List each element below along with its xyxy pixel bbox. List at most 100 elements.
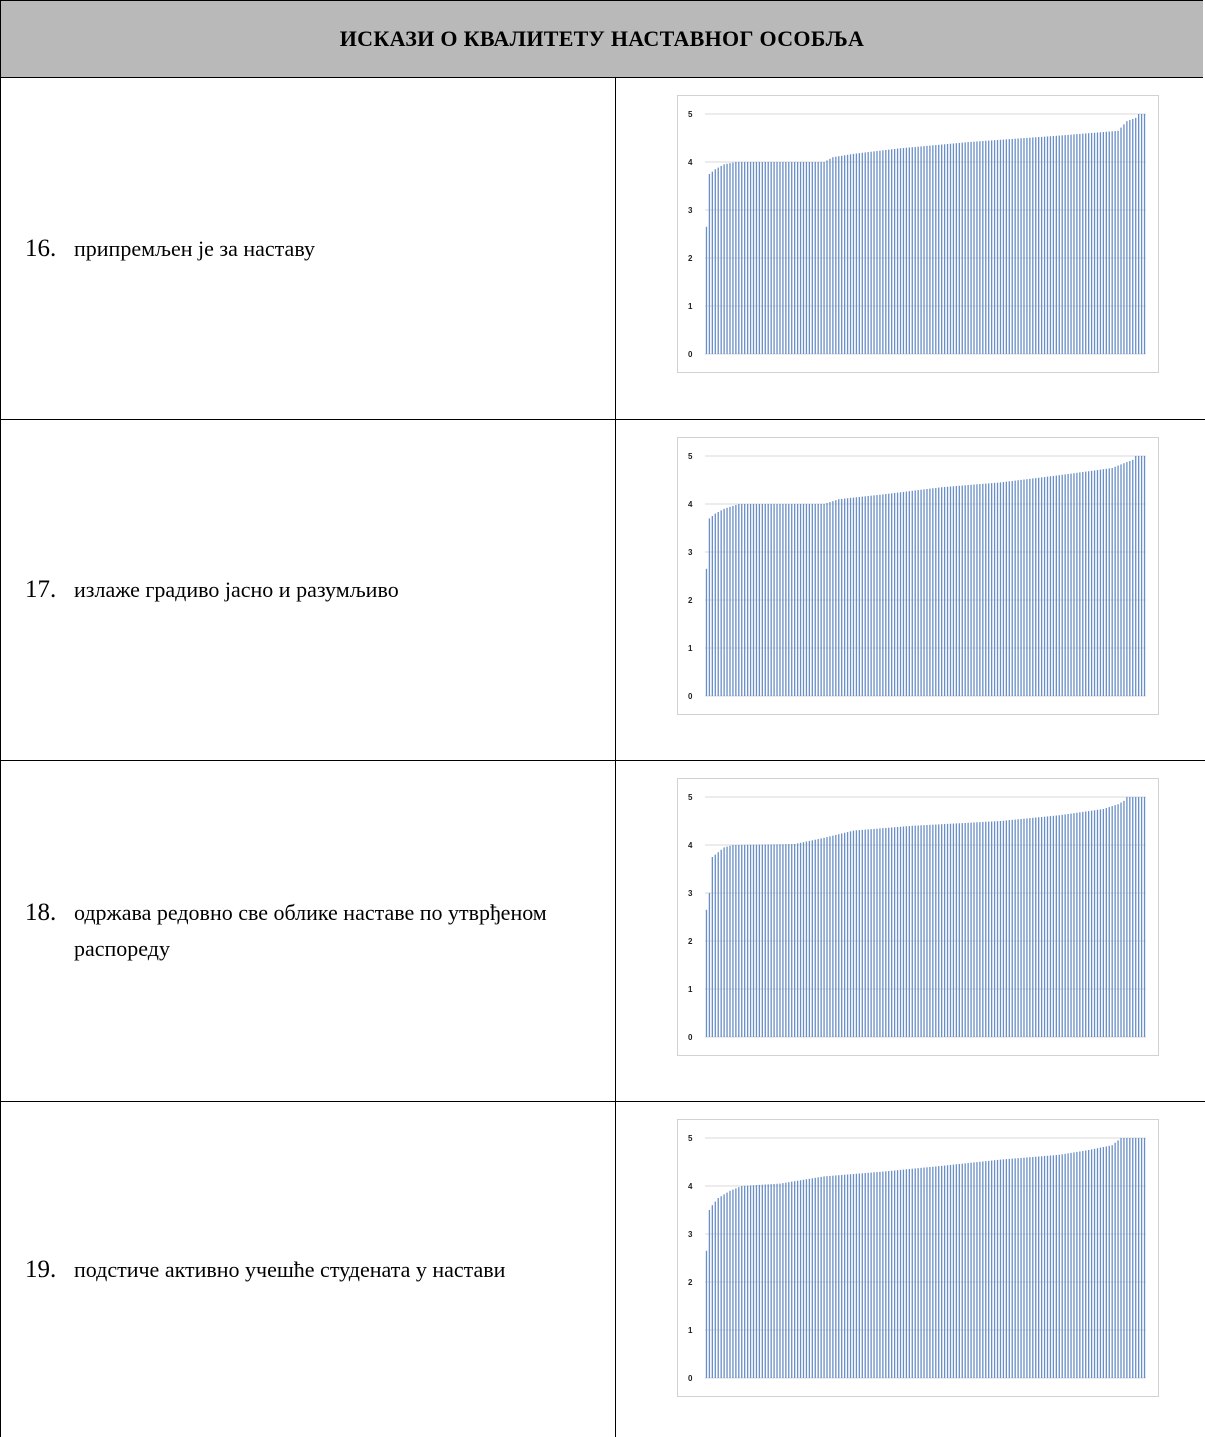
bar (726, 846, 728, 1037)
y-tick-label: 1 (688, 985, 693, 994)
bar (1085, 811, 1087, 1037)
bar (749, 844, 752, 1037)
bar (893, 148, 896, 354)
bar (705, 1250, 708, 1378)
bar (967, 822, 969, 1037)
bar (967, 142, 969, 354)
bar (791, 504, 793, 696)
bar (1023, 818, 1025, 1037)
bar (723, 508, 725, 696)
bar (755, 1185, 758, 1378)
bar (1052, 815, 1055, 1037)
bar (1055, 815, 1057, 1037)
bar (885, 494, 887, 696)
chart-svg: 0 1 2 3 4 5 (688, 1134, 1146, 1383)
bar (926, 489, 928, 696)
bar (1143, 1138, 1146, 1378)
bar (829, 836, 831, 1037)
bar (946, 1165, 949, 1378)
bar (1052, 475, 1055, 696)
bar (885, 149, 887, 354)
bar (832, 1175, 834, 1378)
bar (970, 141, 972, 354)
bar (1011, 819, 1013, 1037)
bar (791, 844, 793, 1037)
bar (855, 1173, 858, 1378)
bar (717, 167, 719, 354)
bar (732, 505, 734, 696)
bar (988, 483, 990, 696)
bar (1067, 813, 1069, 1037)
bar (1008, 820, 1010, 1037)
bar (1058, 1154, 1060, 1378)
bar (1061, 814, 1063, 1037)
bar (752, 844, 755, 1037)
bar (891, 493, 893, 696)
bar (943, 824, 946, 1037)
bar (1108, 468, 1110, 696)
y-tick-label: 2 (688, 254, 693, 263)
bar (917, 825, 919, 1037)
bar (861, 1173, 863, 1378)
bar (788, 844, 790, 1037)
bar (1055, 1155, 1057, 1378)
bar (1129, 460, 1131, 696)
bar (729, 506, 731, 696)
bar (914, 146, 916, 354)
bar (744, 162, 746, 354)
bar (708, 174, 711, 354)
bar (841, 833, 843, 1037)
bar (882, 828, 884, 1037)
bar (1046, 476, 1049, 696)
bar (949, 486, 952, 696)
bar (870, 1172, 872, 1378)
bar (920, 825, 922, 1037)
bar (814, 839, 816, 1037)
bar (1026, 137, 1028, 354)
bar (794, 504, 796, 696)
bar (823, 1176, 825, 1378)
bar (885, 1171, 887, 1378)
bar (714, 1201, 716, 1378)
bar (843, 498, 846, 696)
bar (1008, 481, 1010, 696)
bar (1046, 816, 1049, 1037)
bar (943, 486, 946, 696)
bar (1076, 812, 1078, 1037)
bar (1014, 138, 1016, 354)
bar (752, 504, 755, 696)
bar (799, 842, 802, 1037)
bar (1135, 456, 1137, 696)
bar (714, 854, 716, 1037)
bar (891, 827, 893, 1037)
bar (1120, 464, 1122, 696)
bar (788, 1182, 790, 1378)
bar (808, 840, 811, 1037)
bar (982, 821, 984, 1037)
y-tick-label: 5 (688, 110, 693, 119)
bar (1093, 132, 1096, 354)
bar (1017, 1158, 1019, 1378)
bar (1026, 479, 1028, 696)
bar (1046, 136, 1049, 354)
bar (720, 1196, 722, 1378)
bar (1140, 114, 1143, 354)
bar (1017, 138, 1019, 354)
bar (1088, 1150, 1090, 1378)
y-tick-label: 5 (688, 793, 693, 802)
y-tick-label: 1 (688, 302, 693, 311)
bar (829, 1175, 831, 1378)
bar (938, 487, 940, 696)
bar (996, 482, 999, 696)
bar (729, 163, 731, 354)
bar (1038, 137, 1040, 354)
bar (876, 495, 878, 696)
bar (1014, 1158, 1016, 1378)
bar (1096, 132, 1099, 354)
bar (1032, 817, 1034, 1037)
bar (917, 490, 919, 696)
bar (905, 491, 908, 696)
bar (1020, 818, 1022, 1037)
bar (952, 823, 955, 1037)
bar (1035, 478, 1037, 696)
